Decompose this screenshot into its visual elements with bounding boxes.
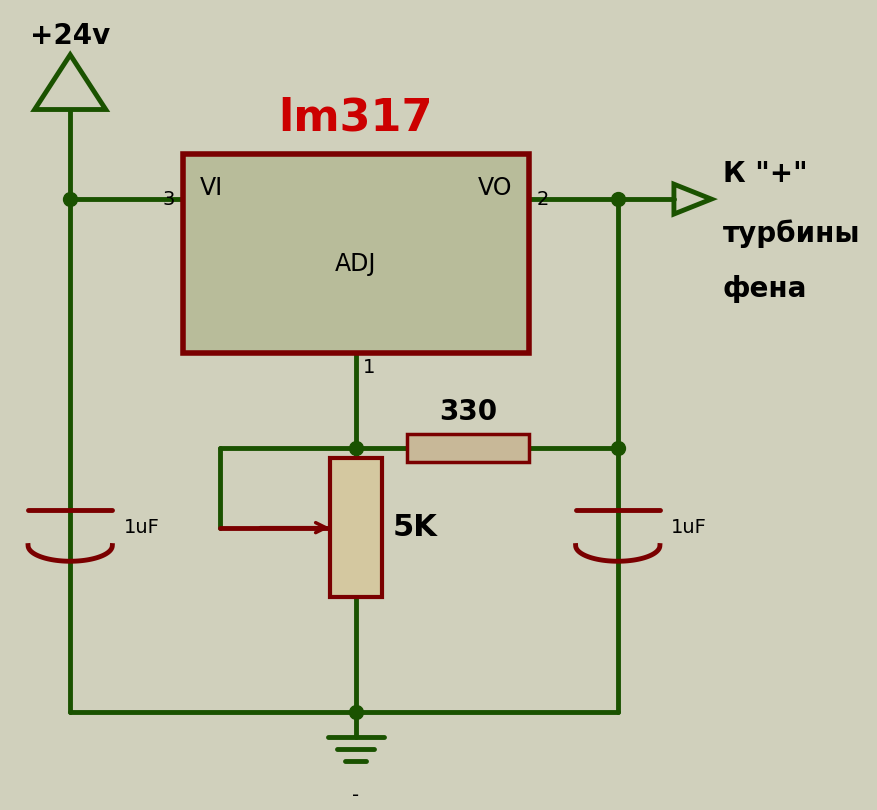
Text: 3: 3	[162, 190, 175, 209]
Text: VI: VI	[199, 177, 223, 200]
Bar	[182, 155, 529, 353]
Text: lm317: lm317	[278, 96, 433, 139]
Text: фена: фена	[723, 275, 807, 303]
Text: +24v: +24v	[30, 22, 111, 49]
Text: 1uF: 1uF	[124, 518, 160, 537]
Text: К "+": К "+"	[723, 160, 807, 188]
Bar	[331, 458, 381, 597]
Text: 1: 1	[363, 358, 375, 377]
Text: ADJ: ADJ	[335, 252, 376, 276]
Bar	[407, 434, 529, 462]
Text: 330: 330	[439, 398, 497, 426]
Text: -: -	[353, 787, 360, 805]
Text: 2: 2	[537, 190, 549, 209]
Text: турбины: турбины	[723, 220, 860, 249]
Text: VO: VO	[477, 177, 512, 200]
Text: 5K: 5K	[392, 514, 437, 542]
Text: 1uF: 1uF	[671, 518, 707, 537]
